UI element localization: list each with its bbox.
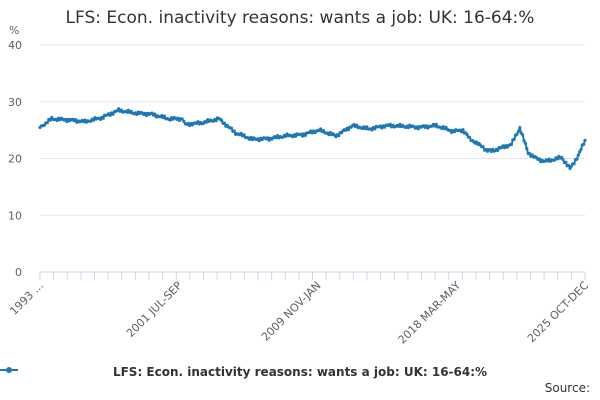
data-point[interactable]	[242, 133, 246, 137]
data-point[interactable]	[73, 118, 77, 122]
data-point[interactable]	[509, 142, 513, 147]
data-point[interactable]	[525, 147, 529, 151]
x-tick-label: 1993 ...	[7, 279, 46, 318]
data-point[interactable]	[406, 126, 410, 130]
data-point[interactable]	[162, 114, 167, 118]
x-axis: 1993 ... 2001 JUL-SEP 2009 NOV-JAN 2018 MAR…	[7, 271, 591, 347]
data-point[interactable]	[583, 138, 587, 142]
source-label: Source:	[544, 381, 590, 395]
data-point[interactable]	[232, 129, 236, 133]
data-point[interactable]	[45, 121, 49, 125]
data-point[interactable]	[220, 119, 224, 123]
data-point[interactable]	[370, 128, 374, 132]
x-tick-label: 2009 NOV-JAN	[259, 279, 324, 344]
data-point[interactable]	[48, 118, 52, 122]
data-point[interactable]	[135, 112, 139, 117]
x-tick-label: 2025 OCT-DEC	[525, 279, 591, 345]
data-point[interactable]	[575, 157, 579, 161]
data-point[interactable]	[229, 126, 233, 130]
data-point[interactable]	[468, 135, 472, 139]
data-point[interactable]	[55, 118, 59, 123]
legend[interactable]: LFS: Econ. inactivity reasons: wants a j…	[0, 365, 600, 379]
data-point[interactable]	[180, 117, 184, 121]
y-tick-label: 40	[8, 39, 22, 52]
data-point[interactable]	[465, 132, 469, 137]
data-point[interactable]	[569, 164, 573, 168]
data-point[interactable]	[319, 127, 323, 131]
data-point[interactable]	[434, 122, 438, 126]
data-point[interactable]	[561, 157, 565, 162]
data-point[interactable]	[91, 118, 96, 122]
data-point[interactable]	[567, 163, 571, 168]
legend-label: LFS: Econ. inactivity reasons: wants a j…	[112, 365, 488, 379]
data-point[interactable]	[537, 157, 541, 161]
y-tick-label: 0	[15, 266, 22, 279]
y-tick-label: 30	[8, 96, 22, 109]
data-point[interactable]	[293, 134, 298, 138]
data-point[interactable]	[153, 112, 157, 116]
chart-title: LFS: Econ. inactivity reasons: wants a j…	[65, 8, 535, 28]
data-point[interactable]	[42, 123, 47, 127]
y-axis-ticks: 0 10 20 30 40%	[8, 24, 22, 279]
data-point[interactable]	[266, 136, 270, 140]
grid-lines	[40, 44, 585, 216]
data-point[interactable]	[582, 142, 586, 146]
data-point[interactable]	[522, 139, 526, 143]
data-point[interactable]	[373, 127, 377, 131]
data-point[interactable]	[182, 119, 186, 123]
data-point[interactable]	[578, 150, 582, 154]
data-point[interactable]	[481, 145, 485, 149]
data-point[interactable]	[101, 116, 105, 120]
data-point[interactable]	[204, 120, 208, 124]
data-point[interactable]	[117, 107, 121, 111]
data-point[interactable]	[576, 153, 580, 157]
y-unit-label: %	[9, 24, 19, 37]
data-point[interactable]	[579, 147, 583, 152]
y-tick-label: 20	[8, 153, 22, 166]
data-point[interactable]	[461, 128, 465, 132]
data-point[interactable]	[111, 112, 115, 116]
series-group	[38, 106, 587, 171]
series-line	[39, 106, 586, 171]
data-point[interactable]	[346, 128, 350, 132]
x-tick-label: 2018 MAR-MAY	[396, 279, 464, 347]
data-point[interactable]	[222, 121, 227, 125]
data-point[interactable]	[555, 157, 560, 161]
data-point[interactable]	[214, 119, 218, 123]
data-point[interactable]	[474, 140, 478, 144]
y-tick-label: 10	[8, 209, 22, 222]
data-point[interactable]	[239, 131, 243, 136]
x-tick-label: 2001 JUL-SEP	[124, 279, 185, 340]
data-point[interactable]	[388, 122, 392, 126]
data-point[interactable]	[518, 126, 522, 130]
legend-swatch-icon	[0, 367, 18, 373]
data-point[interactable]	[355, 123, 359, 127]
data-point[interactable]	[521, 133, 525, 137]
data-point[interactable]	[496, 148, 500, 152]
data-point[interactable]	[516, 129, 521, 133]
data-point[interactable]	[523, 141, 528, 145]
data-point[interactable]	[572, 162, 576, 166]
data-point[interactable]	[528, 152, 532, 156]
data-point[interactable]	[515, 132, 519, 136]
data-point[interactable]	[337, 134, 341, 138]
data-point[interactable]	[564, 160, 568, 164]
data-point[interactable]	[257, 139, 261, 143]
data-point[interactable]	[512, 137, 516, 141]
